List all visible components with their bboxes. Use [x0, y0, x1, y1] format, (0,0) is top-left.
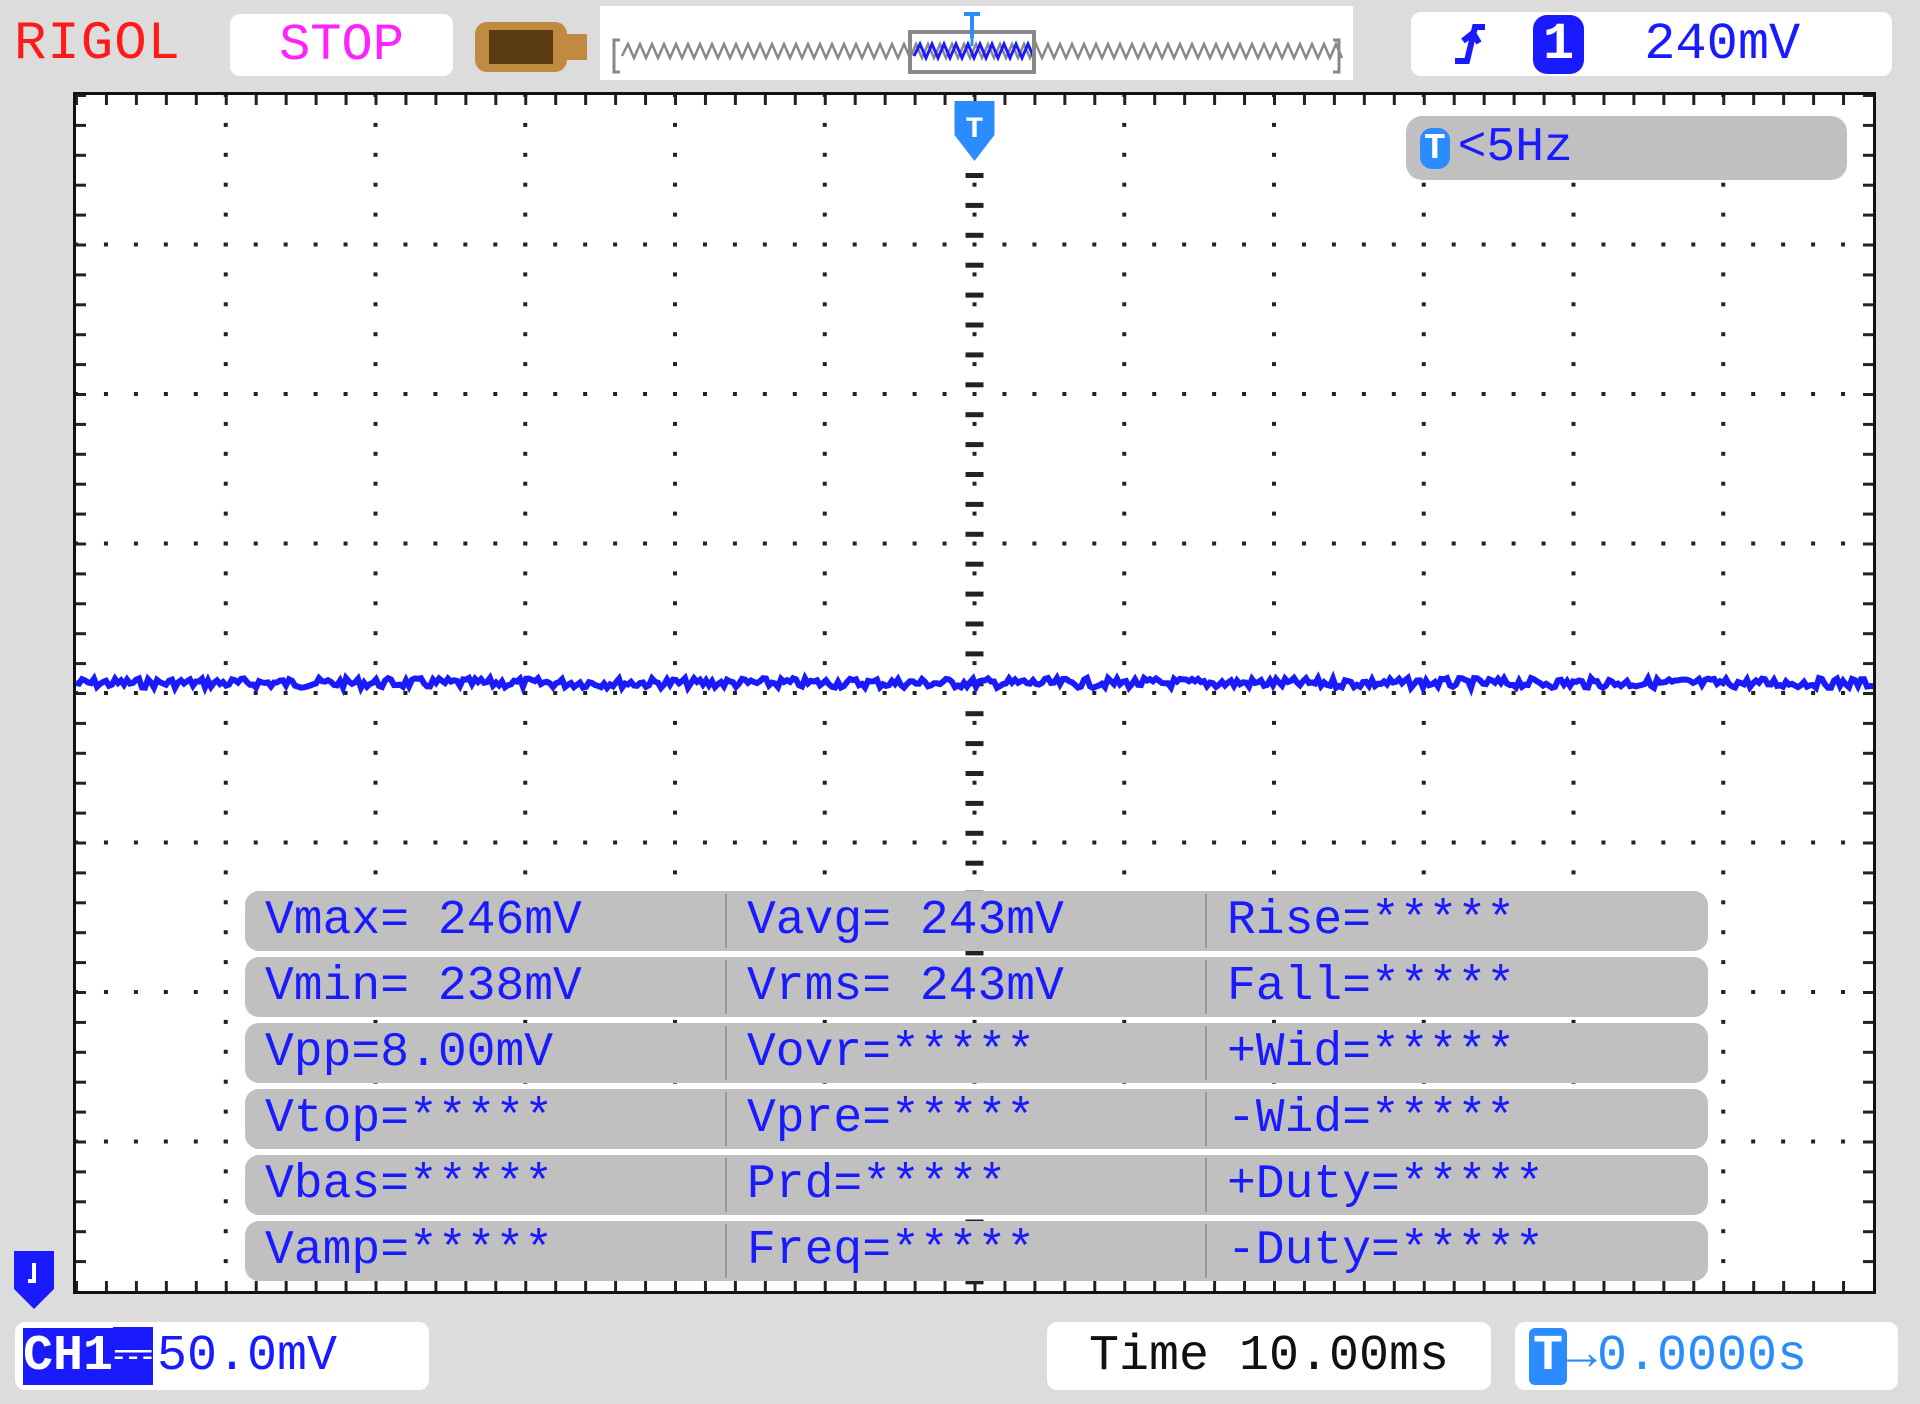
- channel-label: CH1: [23, 1327, 114, 1385]
- measurement-value: Vmax= 246mV: [265, 894, 582, 948]
- measurement-row: Vpp=8.00mV Vovr=***** +Wid=*****: [245, 1023, 1708, 1083]
- measurement-value: Vrms= 243mV: [725, 960, 1205, 1014]
- measurement-value: +Wid=*****: [1205, 1026, 1685, 1080]
- overview-waveform: [620, 40, 1344, 62]
- measurement-table: Vmax= 246mV Vavg= 243mV Rise=***** Vmin= 23…: [245, 891, 1708, 1287]
- measurement-value: Vovr=*****: [725, 1026, 1205, 1080]
- time-label: Time: [1088, 1327, 1209, 1385]
- measurement-value: Freq=*****: [725, 1224, 1205, 1278]
- trigger-position-marker-icon[interactable]: [954, 101, 995, 161]
- memory-depth-icon: [475, 22, 587, 72]
- measurement-row: Vmin= 238mV Vrms= 243mV Fall=*****: [245, 957, 1708, 1017]
- run-stop-status[interactable]: STOP: [230, 14, 453, 76]
- measurement-value: Vmin= 238mV: [265, 960, 582, 1014]
- trigger-badge-icon: T: [1529, 1327, 1568, 1385]
- measurement-value: Vavg= 243mV: [725, 894, 1205, 948]
- measurement-value: -Wid=*****: [1205, 1092, 1685, 1146]
- time-per-div: 10.00ms: [1239, 1327, 1450, 1385]
- measurement-value: Fall=*****: [1205, 960, 1685, 1014]
- channel-1-trace: [76, 670, 1873, 697]
- trigger-badge-icon: T: [1420, 127, 1450, 169]
- measurement-value: Vpp=8.00mV: [265, 1026, 554, 1080]
- timebase[interactable]: Time 10.00ms: [1047, 1322, 1491, 1390]
- brand-logo: RIGOL: [14, 14, 182, 75]
- trigger-frequency: T <5Hz: [1406, 116, 1847, 180]
- volts-per-div: 50.0mV: [157, 1327, 338, 1385]
- trigger-settings[interactable]: 1 240mV: [1411, 12, 1892, 76]
- trigger-marker-label: T: [965, 113, 983, 147]
- channel-1-marker-icon[interactable]: [12, 1249, 56, 1311]
- measurement-value: Prd=*****: [725, 1158, 1205, 1212]
- trigger-frequency-value: <5Hz: [1457, 121, 1573, 175]
- trigger-position-icon: [964, 12, 980, 38]
- measurement-value: Rise=*****: [1205, 894, 1685, 948]
- trigger-offset[interactable]: T →0.0000s: [1515, 1322, 1898, 1390]
- measurement-row: Vtop=***** Vpre=***** -Wid=*****: [245, 1089, 1708, 1149]
- trigger-offset-value: →0.0000s: [1567, 1327, 1808, 1385]
- rising-edge-icon: [1455, 24, 1485, 64]
- measurement-row: Vbas=***** Prd=***** +Duty=*****: [245, 1155, 1708, 1215]
- waveform-overview[interactable]: [600, 6, 1353, 80]
- trigger-level: 240mV: [1644, 14, 1801, 74]
- measurement-row: Vamp=***** Freq=***** -Duty=*****: [245, 1221, 1708, 1281]
- trigger-source-badge: 1: [1533, 14, 1585, 74]
- measurement-value: Vbas=*****: [265, 1158, 554, 1212]
- measurement-value: +Duty=*****: [1205, 1158, 1685, 1212]
- measurement-value: Vpre=*****: [725, 1092, 1205, 1146]
- measurement-value: Vtop=*****: [265, 1092, 554, 1146]
- dc-coupling-icon: ⎓: [113, 1327, 154, 1385]
- measurement-value: Vamp=*****: [265, 1224, 554, 1278]
- measurement-row: Vmax= 246mV Vavg= 243mV Rise=*****: [245, 891, 1708, 951]
- measurement-value: -Duty=*****: [1205, 1224, 1685, 1278]
- channel-1-scale[interactable]: CH1 ⎓ 50.0mV: [15, 1322, 429, 1390]
